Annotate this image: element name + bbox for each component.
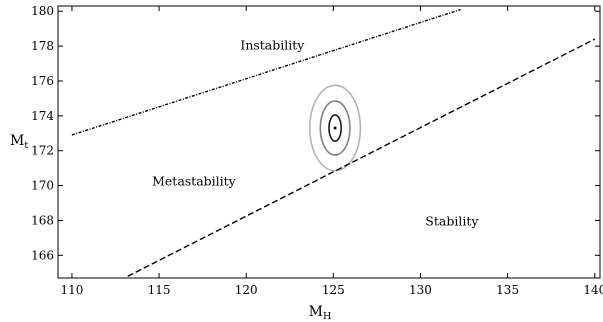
- contours: [308, 84, 362, 172]
- plot-frame: [57, 5, 601, 279]
- region-label-stability: Stability: [425, 214, 479, 229]
- region-labels: Instability Metastability Stability: [152, 38, 479, 229]
- y-tick-label: 170: [31, 179, 54, 193]
- x-tick-label: 125: [322, 283, 345, 297]
- x-tick-label: 120: [235, 283, 258, 297]
- y-tick-label: 180: [31, 4, 54, 18]
- y-tick-label: 172: [31, 144, 54, 158]
- x-axis-title: MH: [309, 304, 332, 322]
- x-tick-label: 130: [409, 283, 432, 297]
- confidence-contour: [319, 100, 351, 156]
- y-tick-label: 174: [31, 109, 54, 123]
- confidence-contour: [308, 84, 362, 172]
- x-axis-title-main: M: [309, 304, 323, 320]
- y-tick-label: 176: [31, 74, 54, 88]
- stability-boundary-line: [127, 38, 596, 277]
- central-value-point: [333, 126, 337, 130]
- y-tick-label: 168: [31, 213, 54, 227]
- y-axis-title-main: M: [10, 133, 24, 149]
- y-tick-label: 178: [31, 39, 54, 53]
- x-axis-title-subscript: H: [323, 311, 331, 322]
- x-tick-label: 135: [496, 283, 519, 297]
- confidence-contour: [328, 114, 342, 142]
- region-label-metastability: Metastability: [152, 174, 237, 189]
- y-axis-title: Mt: [10, 133, 28, 151]
- x-tick-label: 110: [60, 283, 83, 297]
- boundary-lines: [71, 8, 596, 277]
- x-tick-label: 115: [148, 283, 171, 297]
- region-label-instability: Instability: [240, 38, 305, 53]
- x-tick-label: 140: [583, 283, 603, 297]
- y-axis-title-subscript: t: [24, 140, 28, 151]
- instability-boundary-line: [71, 8, 461, 136]
- y-tick-label: 166: [31, 248, 54, 262]
- axis-ticks: 110 115 120 125 130 135 140 166 168 170 172 174 176 1…: [31, 4, 603, 297]
